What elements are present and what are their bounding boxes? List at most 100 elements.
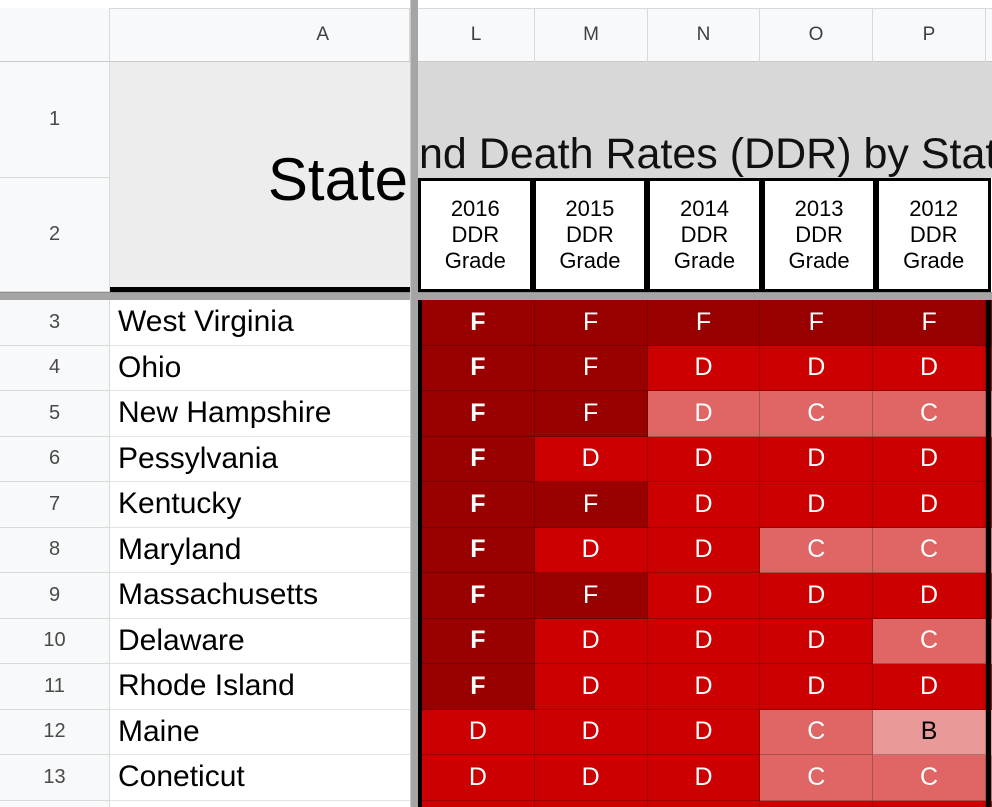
state-cell[interactable]: Rhode Island bbox=[110, 664, 410, 710]
grade-cell[interactable]: D bbox=[534, 664, 648, 710]
column-header-A[interactable]: A bbox=[110, 8, 410, 62]
state-cell[interactable]: West Virginia bbox=[110, 300, 410, 346]
grade-cell[interactable]: D bbox=[647, 345, 761, 391]
grade-cell[interactable]: F bbox=[422, 436, 535, 482]
grade-cell[interactable] bbox=[534, 800, 648, 807]
grade-cell[interactable]: C bbox=[873, 391, 986, 437]
grade-cell[interactable]: F bbox=[760, 300, 874, 346]
grade-cell[interactable]: D bbox=[647, 664, 761, 710]
column-header-N[interactable]: N bbox=[648, 8, 760, 62]
column-header-P[interactable]: P bbox=[873, 8, 986, 62]
grade-cell[interactable]: F bbox=[422, 573, 535, 619]
state-cell[interactable]: Massachusetts bbox=[110, 573, 410, 619]
row-header-12[interactable]: 12 bbox=[0, 709, 110, 755]
grade-cell[interactable]: F bbox=[534, 391, 648, 437]
state-cell[interactable]: Delaware bbox=[110, 618, 410, 664]
grade-cell[interactable]: D bbox=[760, 436, 874, 482]
grade-cell[interactable]: F bbox=[422, 300, 535, 346]
grade-cell[interactable]: C bbox=[873, 618, 986, 664]
grade-cell[interactable]: D bbox=[534, 618, 648, 664]
state-cell[interactable]: Ohio bbox=[110, 345, 410, 391]
grade-cell[interactable]: F bbox=[647, 300, 761, 346]
grade-cell[interactable]: C bbox=[873, 527, 986, 573]
grade-cell[interactable]: D bbox=[873, 436, 986, 482]
grade-cell[interactable]: D bbox=[647, 709, 761, 755]
state-cell[interactable]: Maine bbox=[110, 709, 410, 755]
grade-cell[interactable]: D bbox=[760, 573, 874, 619]
grade-cell[interactable]: D bbox=[647, 436, 761, 482]
grade-cell[interactable]: D bbox=[534, 436, 648, 482]
column-header-O[interactable]: O bbox=[760, 8, 873, 62]
row-header-partial[interactable] bbox=[0, 800, 110, 807]
row-header-11[interactable]: 11 bbox=[0, 664, 110, 710]
year-header-2016[interactable]: 2016 DDR Grade bbox=[418, 178, 533, 292]
sheet-title-cell[interactable]: nd Death Rates (DDR) by Stat bbox=[410, 62, 992, 178]
grade-cell[interactable]: D bbox=[647, 391, 761, 437]
row-header-3[interactable]: 3 bbox=[0, 300, 110, 346]
grade-cell[interactable]: F bbox=[422, 664, 535, 710]
grade-cell[interactable]: D bbox=[534, 755, 648, 801]
grade-cell[interactable]: D bbox=[647, 527, 761, 573]
grade-cell[interactable]: F bbox=[534, 300, 648, 346]
grade-cell[interactable] bbox=[422, 800, 535, 807]
grade-cell[interactable]: D bbox=[647, 755, 761, 801]
grade-cell[interactable]: D bbox=[422, 709, 535, 755]
grade-cell[interactable]: F bbox=[534, 482, 648, 528]
column-header-next-partial[interactable] bbox=[986, 8, 992, 62]
grade-cell[interactable]: D bbox=[647, 573, 761, 619]
grade-cell[interactable]: D bbox=[422, 755, 535, 801]
state-cell[interactable]: New Hampshire bbox=[110, 391, 410, 437]
grade-cell[interactable]: C bbox=[760, 391, 874, 437]
grade-cell[interactable]: C bbox=[760, 709, 874, 755]
grade-cell[interactable]: C bbox=[760, 527, 874, 573]
grade-cell[interactable]: F bbox=[534, 345, 648, 391]
grade-cell[interactable]: F bbox=[422, 482, 535, 528]
grade-cell[interactable]: D bbox=[760, 618, 874, 664]
row-header-2[interactable]: 2 bbox=[0, 178, 110, 292]
state-cell[interactable] bbox=[110, 800, 410, 807]
row-header-4[interactable]: 4 bbox=[0, 345, 110, 391]
grade-cell[interactable]: D bbox=[534, 527, 648, 573]
grade-cell[interactable]: D bbox=[760, 345, 874, 391]
grade-cell[interactable] bbox=[647, 800, 761, 807]
grade-cell[interactable]: D bbox=[647, 618, 761, 664]
row-header-9[interactable]: 9 bbox=[0, 573, 110, 619]
grade-cell[interactable]: C bbox=[760, 755, 874, 801]
row-header-7[interactable]: 7 bbox=[0, 482, 110, 528]
grade-cell[interactable]: C bbox=[873, 755, 986, 801]
row-header-1[interactable]: 1 bbox=[0, 62, 110, 178]
grade-cell[interactable]: F bbox=[422, 345, 535, 391]
grade-cell[interactable] bbox=[760, 800, 874, 807]
year-header-2014[interactable]: 2014 DDR Grade bbox=[647, 178, 762, 292]
grade-cell[interactable]: F bbox=[873, 300, 986, 346]
state-cell[interactable]: Maryland bbox=[110, 527, 410, 573]
grade-cell[interactable]: D bbox=[873, 573, 986, 619]
column-header-M[interactable]: M bbox=[535, 8, 648, 62]
grade-cell[interactable]: D bbox=[873, 345, 986, 391]
grade-cell[interactable]: D bbox=[534, 709, 648, 755]
grade-cell[interactable] bbox=[873, 800, 986, 807]
column-header-L[interactable]: L bbox=[418, 8, 535, 62]
row-header-5[interactable]: 5 bbox=[0, 391, 110, 437]
grade-cell[interactable]: D bbox=[760, 482, 874, 528]
grade-cell[interactable]: F bbox=[422, 527, 535, 573]
frozen-columns-divider[interactable] bbox=[410, 0, 418, 807]
grade-cell[interactable]: B bbox=[873, 709, 986, 755]
row-header-10[interactable]: 10 bbox=[0, 618, 110, 664]
grade-cell[interactable]: D bbox=[647, 482, 761, 528]
state-cell[interactable]: Kentucky bbox=[110, 482, 410, 528]
row-header-13[interactable]: 13 bbox=[0, 755, 110, 801]
select-all-corner[interactable] bbox=[0, 8, 110, 62]
grade-cell[interactable]: F bbox=[534, 573, 648, 619]
state-cell[interactable]: Coneticut bbox=[110, 755, 410, 801]
year-header-2013[interactable]: 2013 DDR Grade bbox=[761, 178, 877, 292]
grade-cell[interactable]: D bbox=[873, 482, 986, 528]
grade-cell[interactable]: D bbox=[760, 664, 874, 710]
year-header-2015[interactable]: 2015 DDR Grade bbox=[532, 178, 648, 292]
grade-cell[interactable]: F bbox=[422, 618, 535, 664]
state-column-header-cell[interactable]: State bbox=[110, 62, 410, 287]
grade-cell[interactable]: D bbox=[873, 664, 986, 710]
row-header-6[interactable]: 6 bbox=[0, 436, 110, 482]
row-header-8[interactable]: 8 bbox=[0, 527, 110, 573]
state-cell[interactable]: Pessylvania bbox=[110, 436, 410, 482]
